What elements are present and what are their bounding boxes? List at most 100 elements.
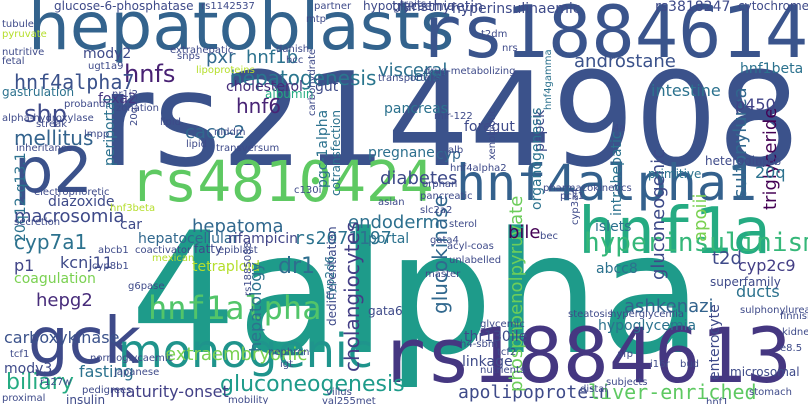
word: androstane <box>574 51 676 72</box>
word: hnfs <box>124 60 176 88</box>
word: nutritive <box>2 47 45 58</box>
word: sterol <box>449 219 478 230</box>
word: ashkenazi <box>624 296 714 317</box>
word: foregut <box>464 119 515 135</box>
word: hnf4gamma <box>543 49 554 110</box>
word: shp <box>24 100 67 128</box>
word: mtp <box>306 14 327 25</box>
word: mir-122 <box>434 111 473 122</box>
word: enterocyte <box>707 304 723 380</box>
word: stomach <box>749 387 792 398</box>
word: 4a <box>613 123 626 134</box>
word: sulphonylurea <box>740 305 808 316</box>
word: nr1i2 <box>112 89 138 100</box>
word: hypoglycaemia <box>363 0 455 13</box>
word: macrosomia <box>14 206 125 227</box>
word: foxa2 <box>98 91 137 107</box>
word: portal <box>368 231 410 247</box>
word: rs2071197 <box>294 228 392 249</box>
word: albumin <box>265 87 314 101</box>
word: subjects <box>606 377 648 388</box>
word: mellitus <box>14 126 94 150</box>
word: 20q12-q13.1 <box>13 152 29 242</box>
word: cyp7a1 <box>14 230 88 254</box>
word: lmpp <box>84 129 110 140</box>
word: lipid <box>186 139 208 150</box>
word: slc2a2 <box>420 205 453 216</box>
word: coagulation <box>14 271 96 287</box>
word: hnf1a <box>578 195 771 269</box>
word: secretion <box>14 217 61 228</box>
word: cyp2c9 <box>738 256 796 275</box>
word: hyperinsulinism <box>584 228 808 258</box>
word: visceral <box>378 60 448 81</box>
word: villus <box>326 387 352 398</box>
word: alpha-hydroxylase <box>2 113 94 124</box>
word: bile <box>508 222 541 243</box>
word: partner <box>314 1 352 12</box>
word: kidney <box>782 327 808 338</box>
word: fatty <box>194 242 223 256</box>
word: orphan <box>422 179 458 190</box>
word: tetraploid <box>192 259 261 275</box>
word: hepg2 <box>36 290 93 311</box>
word: biliary <box>6 370 74 395</box>
word: cyp2d6 <box>323 255 337 300</box>
word: pedigrees <box>82 385 132 396</box>
word: p2 <box>14 134 93 207</box>
word: rifampicin <box>228 231 299 247</box>
word: islets <box>595 219 632 235</box>
word: car <box>120 217 143 233</box>
word: hnf1b <box>246 47 299 68</box>
word: e8.5 <box>780 343 803 354</box>
word: cyp8b1 <box>92 261 129 272</box>
word: hnf1alpha <box>148 289 322 327</box>
word: hepatoma <box>192 216 284 237</box>
word: hnf1beta <box>740 61 804 77</box>
word: fetal <box>2 56 25 67</box>
word: master <box>425 269 461 280</box>
word: hnf4alpha1 <box>456 154 758 212</box>
word: nephron <box>268 347 310 358</box>
word: unlabelled <box>449 255 502 266</box>
word: hepatogenesis <box>230 66 377 90</box>
word: transporters <box>378 73 440 84</box>
word: gck <box>28 305 141 379</box>
word: 20q <box>755 163 786 182</box>
word: gut <box>315 79 339 95</box>
word: japanese <box>114 367 160 378</box>
word: g6pase <box>128 281 165 292</box>
word: electrophoretic <box>34 187 110 198</box>
word: xenobiotic <box>487 108 498 160</box>
word: abcc8 <box>596 261 638 277</box>
word: hnf4alpha2 <box>450 163 507 174</box>
word: extraembryonic <box>165 344 308 365</box>
word: maturity-onset <box>110 382 229 401</box>
word: cyp <box>436 147 461 163</box>
word: caco-2 <box>185 122 246 143</box>
word: rs4810424 <box>130 150 434 215</box>
word: apob <box>756 157 781 168</box>
word: bud <box>680 359 700 370</box>
word: linkage <box>462 354 513 370</box>
word: insulin <box>66 393 106 404</box>
word: superfamily <box>710 275 781 289</box>
word: pxr <box>206 47 236 68</box>
word: lipoproteins <box>196 65 255 76</box>
word: mody2 <box>83 46 132 62</box>
word: glycemic <box>480 319 525 330</box>
word: streak <box>36 119 68 130</box>
word: p450 <box>735 95 776 114</box>
word: primitive <box>648 167 702 181</box>
word: lipid <box>160 117 182 128</box>
word: transversum <box>216 143 280 154</box>
word: microsomal <box>730 365 800 379</box>
word: gastrulation <box>2 85 75 99</box>
word: bec <box>540 231 558 242</box>
word: cholesterol <box>226 79 303 95</box>
word: rs1884613 <box>380 311 792 400</box>
word: rs1885088 <box>243 242 254 296</box>
word: mobility <box>228 395 269 404</box>
word: val255met <box>322 396 376 404</box>
word: c130i <box>294 185 322 196</box>
